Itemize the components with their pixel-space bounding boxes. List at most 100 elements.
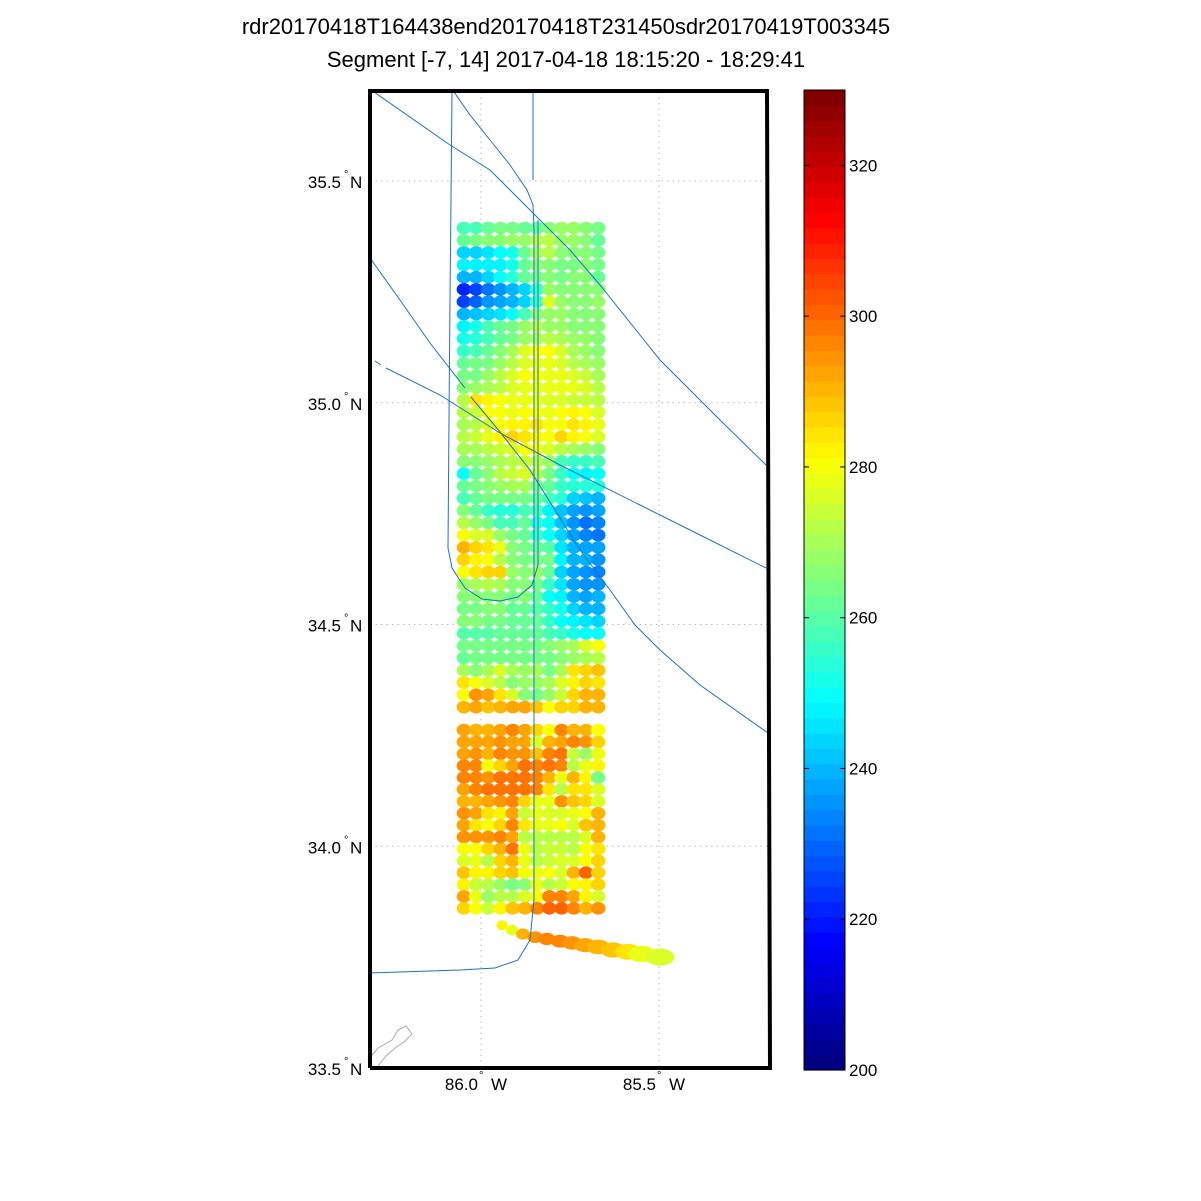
data-point	[468, 504, 484, 517]
colorbar-band	[804, 304, 845, 321]
data-point	[590, 528, 606, 542]
data-point	[554, 442, 569, 456]
colorbar-tick-label: 280	[849, 458, 877, 477]
data-point	[505, 233, 521, 247]
data-point	[566, 270, 582, 284]
colorbar-band	[804, 243, 845, 260]
degree-symbol: °	[344, 391, 348, 403]
data-point	[481, 270, 496, 284]
data-point	[566, 344, 582, 358]
data-point	[468, 627, 484, 640]
data-point	[505, 795, 521, 808]
data-point	[505, 270, 521, 284]
colorbar-band	[804, 135, 845, 152]
data-point	[590, 405, 606, 419]
data-point	[456, 602, 472, 616]
data-point	[468, 878, 484, 891]
data-point	[590, 902, 606, 915]
data-point	[566, 747, 582, 761]
track-line	[369, 257, 466, 389]
data-point	[542, 233, 557, 247]
data-point	[493, 818, 508, 832]
data-point	[456, 676, 472, 689]
data-point	[456, 627, 472, 640]
data-point	[566, 319, 582, 333]
track-line	[373, 91, 767, 466]
data-point	[554, 627, 569, 640]
lon-tick-label: 86.0	[445, 1075, 478, 1094]
data-point	[517, 258, 533, 272]
data-point	[496, 920, 508, 931]
data-point	[566, 356, 582, 370]
degree-symbol: °	[344, 1056, 348, 1068]
data-point	[505, 854, 521, 868]
data-point	[493, 614, 508, 628]
data-point	[481, 614, 496, 628]
data-point	[456, 806, 472, 820]
data-point	[517, 393, 533, 407]
data-point	[566, 258, 582, 272]
data-point	[590, 455, 606, 468]
data-point	[578, 516, 594, 530]
data-point	[566, 295, 582, 309]
data-point	[542, 319, 557, 333]
data-point	[456, 319, 472, 333]
data-point	[481, 818, 496, 832]
colorbar-band	[804, 809, 845, 826]
colorbar-band	[804, 702, 845, 719]
colorbar-band	[804, 350, 845, 367]
data-point	[578, 902, 594, 915]
data-point	[493, 467, 508, 481]
data-point	[542, 676, 557, 689]
data-point	[590, 590, 606, 603]
track-lines	[367, 91, 769, 974]
data-point	[566, 233, 582, 247]
data-point	[566, 795, 582, 808]
colorbar-band	[804, 258, 845, 275]
data-point	[542, 369, 557, 382]
data-point	[493, 516, 508, 530]
data-point	[554, 393, 569, 407]
data-point	[554, 663, 569, 677]
data-point	[517, 614, 533, 628]
coastline	[367, 1025, 413, 1067]
data-point	[542, 854, 557, 868]
data-point	[554, 747, 569, 761]
data-point	[468, 565, 484, 579]
data-point	[566, 878, 582, 891]
data-point	[542, 639, 557, 652]
colorbar-tick-label: 240	[849, 759, 877, 778]
data-point	[517, 747, 533, 761]
data-point	[493, 295, 508, 309]
data-point	[468, 332, 484, 345]
colorbar-band	[804, 289, 845, 305]
data-point	[493, 356, 508, 370]
data-point	[578, 735, 594, 749]
data-point	[566, 283, 582, 296]
data-point	[578, 295, 594, 309]
data-point	[578, 418, 594, 431]
lon-tick-label: 85.5	[623, 1075, 656, 1094]
data-point	[554, 639, 569, 652]
lat-tick-label: 34.5	[308, 617, 341, 636]
data-point	[456, 528, 472, 542]
data-point	[542, 393, 557, 407]
data-point	[590, 747, 606, 761]
data-point	[481, 723, 496, 737]
data-point	[493, 307, 508, 321]
data-point	[542, 590, 557, 603]
data-point	[456, 270, 472, 284]
data-point	[493, 369, 508, 382]
data-point	[493, 830, 508, 844]
colorbar-band	[804, 717, 845, 734]
data-point	[505, 818, 521, 832]
data-point	[456, 295, 472, 309]
data-point	[578, 747, 594, 761]
data-point	[542, 663, 557, 677]
data-point	[493, 577, 508, 591]
data-point	[578, 393, 594, 407]
data-point	[468, 393, 484, 407]
data-point	[590, 393, 606, 407]
data-point	[481, 830, 496, 844]
